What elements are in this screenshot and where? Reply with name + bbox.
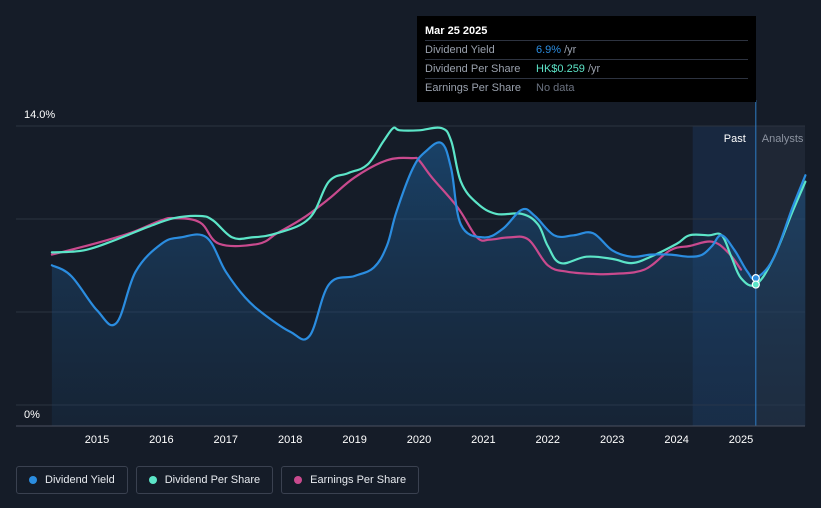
- x-axis-tick-label: 2025: [729, 434, 753, 446]
- legend-dividend-per-share[interactable]: Dividend Per Share: [135, 466, 274, 494]
- dividend-yield-area: [51, 142, 806, 426]
- x-axis-tick-label: 2017: [214, 434, 238, 446]
- x-axis-tick-label: 2023: [600, 434, 624, 446]
- x-axis-tick-label: 2024: [664, 434, 688, 446]
- x-axis-tick-label: 2016: [149, 434, 173, 446]
- analysts-label: Analysts: [762, 133, 804, 145]
- tooltip-label: Earnings Per Share: [425, 82, 521, 94]
- tooltip-value: No data: [536, 82, 575, 94]
- tooltip-label: Dividend Per Share: [425, 63, 521, 75]
- legend-dot-icon: [148, 476, 157, 484]
- legend-label: Dividend Per Share: [164, 474, 261, 486]
- legend-earnings-per-share[interactable]: Earnings Per Share: [281, 466, 420, 494]
- tooltip-row-dividend-yield: Dividend Yield 6.9% /yr: [425, 40, 748, 59]
- legend-dot-icon: [29, 476, 37, 484]
- tooltip-unit: /yr: [564, 44, 577, 56]
- x-axis-tick-label: 2021: [471, 434, 495, 446]
- legend-dot-icon: [294, 476, 303, 484]
- tooltip-label: Dividend Yield: [425, 44, 495, 56]
- tooltip: Mar 25 2025 Dividend Yield 6.9% /yr Divi…: [417, 16, 756, 102]
- tooltip-value: HK$0.259: [536, 63, 585, 75]
- tooltip-date: Mar 25 2025: [425, 25, 488, 37]
- legend-label: Earnings Per Share: [310, 474, 407, 486]
- x-axis-tick-label: 2020: [407, 434, 431, 446]
- y-axis-top-label: 14.0%: [24, 109, 55, 121]
- x-axis-tick-label: 2015: [85, 434, 109, 446]
- past-label: Past: [724, 133, 746, 145]
- x-axis-tick-label: 2019: [342, 434, 366, 446]
- dividend-yield-line: [50, 141, 807, 341]
- dividend-per-share-line: [50, 126, 807, 287]
- legend: Dividend Yield Dividend Per Share Earnin…: [16, 466, 427, 494]
- x-axis-tick-label: 2022: [536, 434, 560, 446]
- tooltip-row-dividend-per-share: Dividend Per Share HK$0.259 /yr: [425, 59, 748, 78]
- tooltip-row-earnings-per-share: Earnings Per Share No data: [425, 78, 748, 97]
- dividend-per-share-marker: [751, 280, 760, 289]
- legend-dividend-yield[interactable]: Dividend Yield: [16, 466, 128, 494]
- legend-label: Dividend Yield: [45, 474, 115, 486]
- tooltip-unit: /yr: [587, 63, 601, 75]
- y-axis-bottom-label: 0%: [24, 409, 40, 421]
- x-axis-tick-label: 2018: [278, 434, 302, 446]
- tooltip-value: 6.9%: [536, 44, 562, 56]
